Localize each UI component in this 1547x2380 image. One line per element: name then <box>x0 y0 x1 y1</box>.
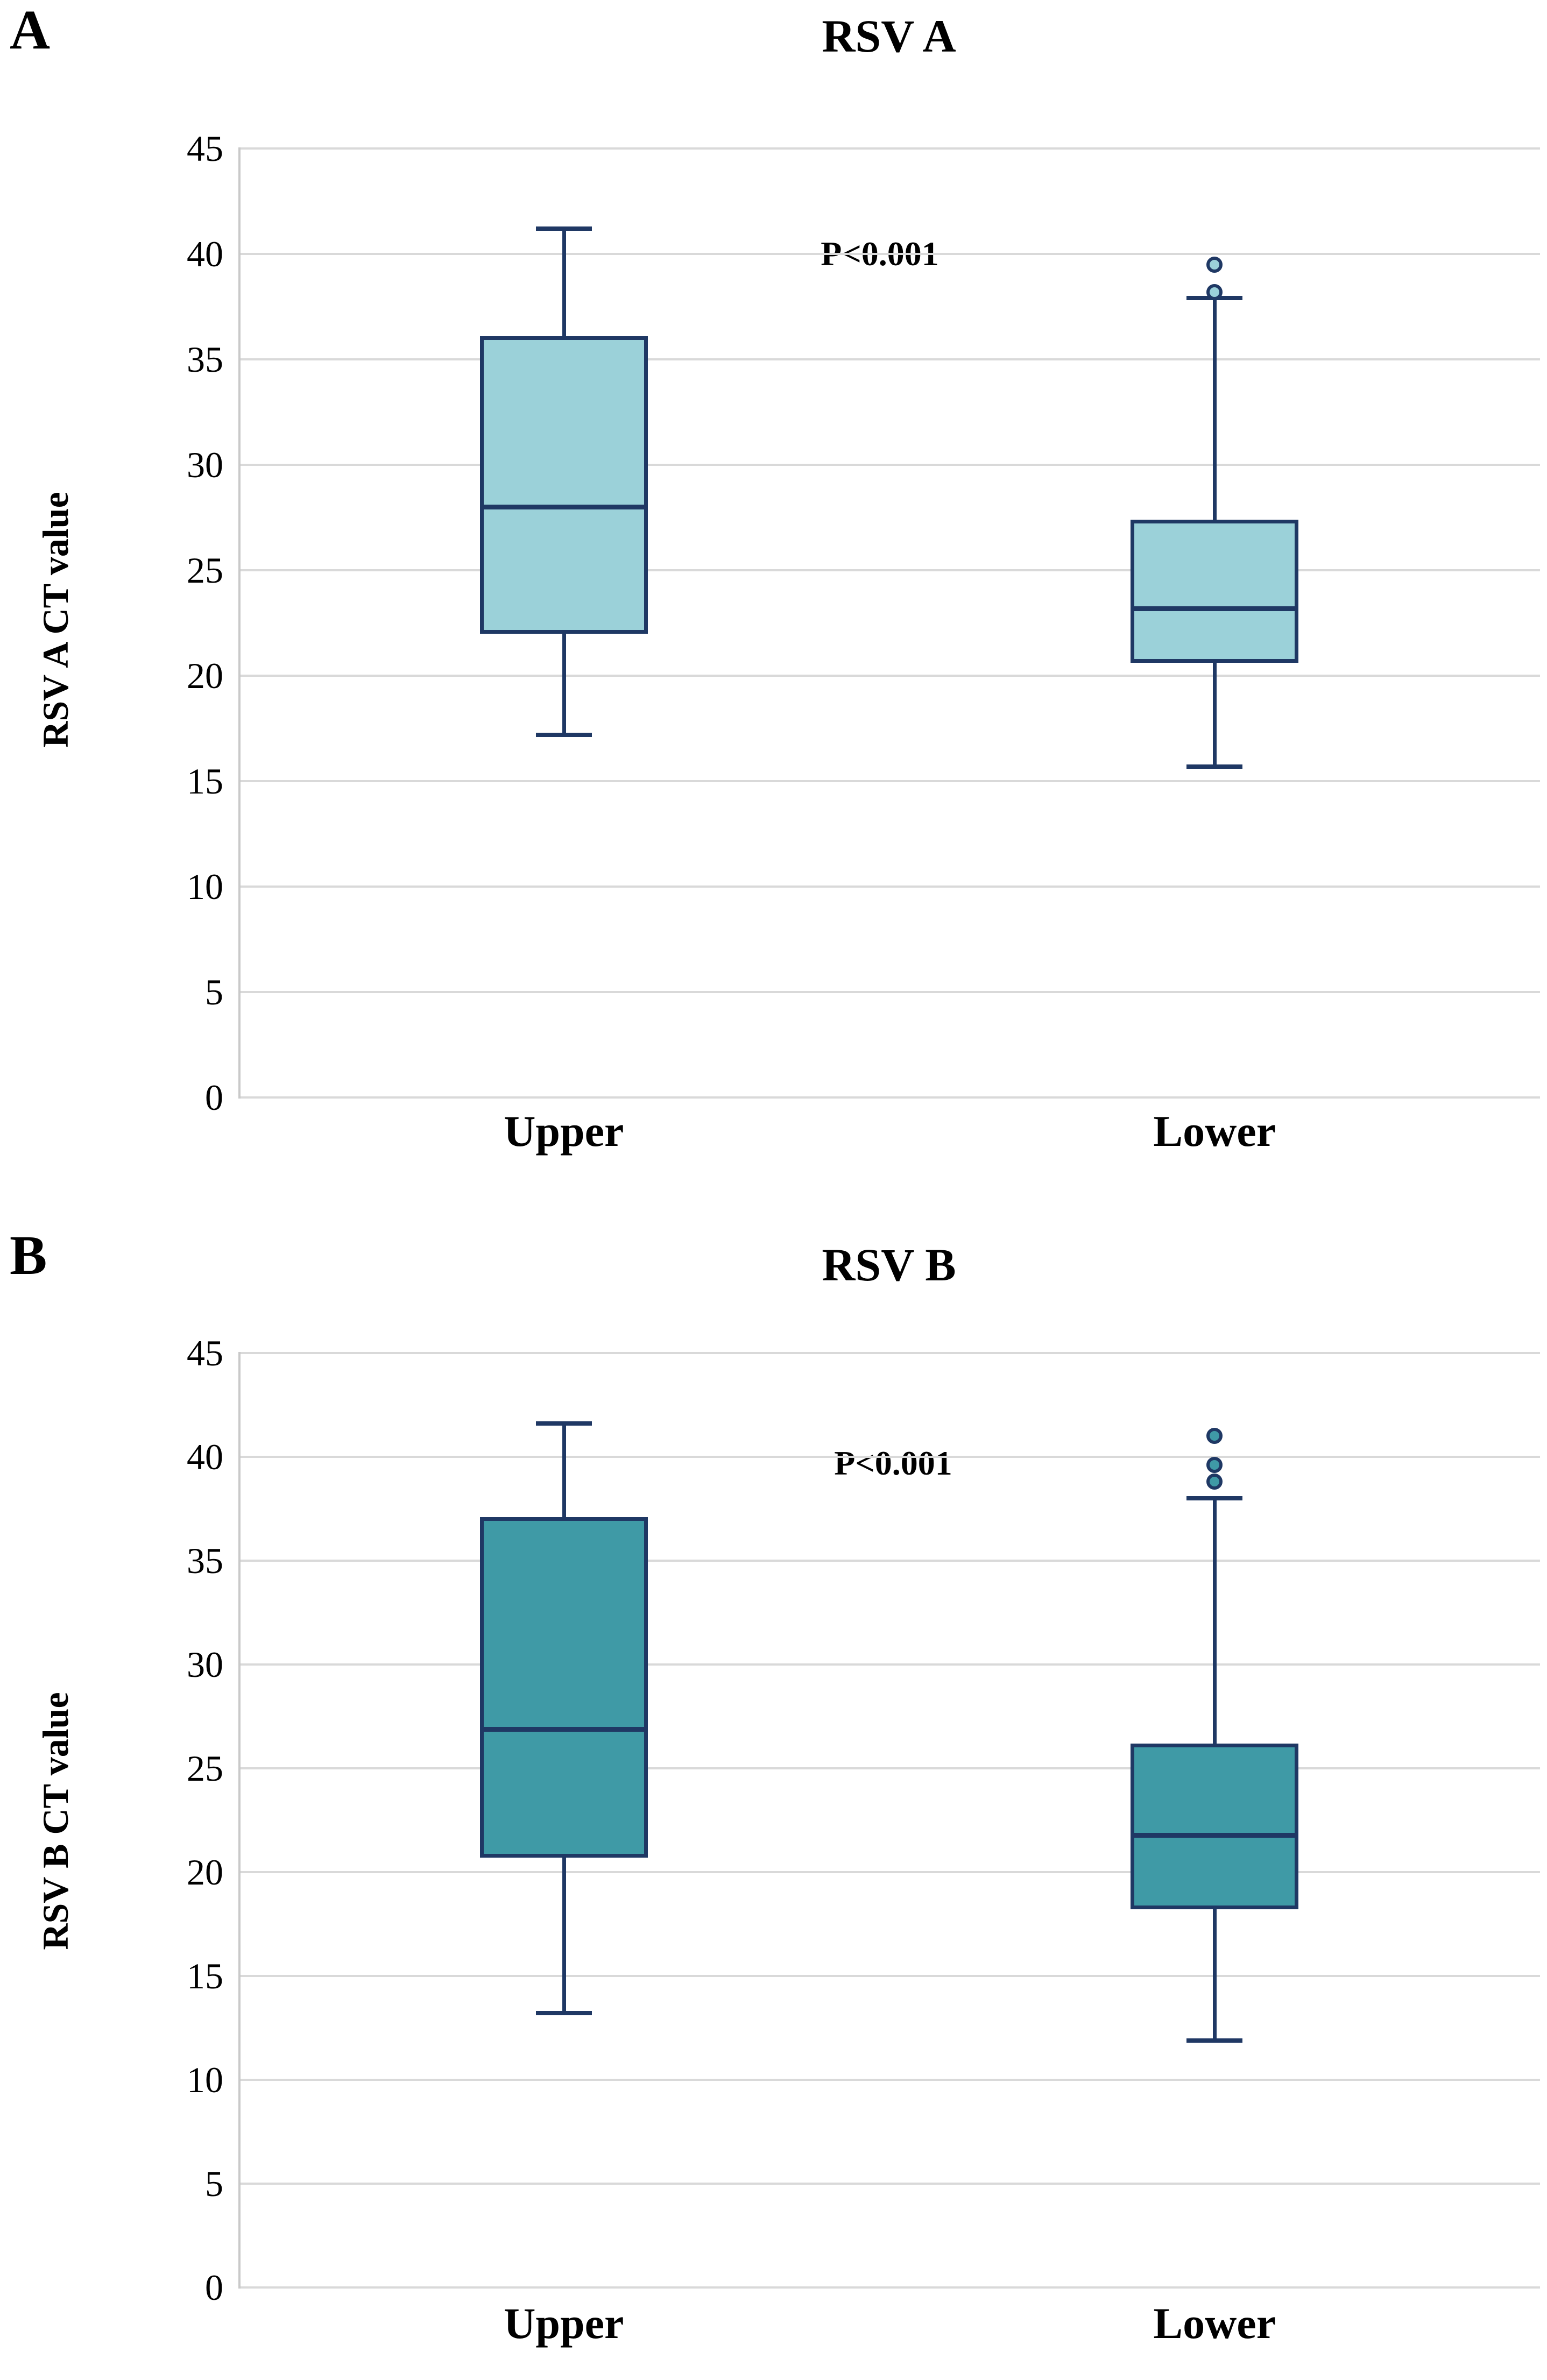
y-tick-label: 15 <box>187 1956 223 1996</box>
whisker-cap <box>1186 2038 1243 2043</box>
whisker-line <box>1213 298 1217 520</box>
outlier-dot <box>1206 256 1223 273</box>
gridline-25 <box>238 1767 1540 1769</box>
y-tick-label: 45 <box>187 1333 223 1373</box>
gridline-0 <box>238 1096 1540 1099</box>
gridline-35 <box>238 1560 1540 1562</box>
x-category-label: Lower <box>1153 1107 1276 1156</box>
gridline-40 <box>238 253 1540 255</box>
gridline-45 <box>238 1352 1540 1354</box>
y-tick-label: 35 <box>187 1540 223 1581</box>
median-line <box>479 1726 648 1732</box>
gridline-5 <box>238 2183 1540 2185</box>
y-tick-label: 20 <box>187 1852 223 1893</box>
box-lower <box>1131 519 1299 663</box>
panel-a-y-axis-title: RSV A CT value <box>35 492 76 748</box>
panel-b-p-value: P<0.001 <box>834 1444 952 1482</box>
median-line <box>1131 606 1299 611</box>
y-tick-label: 0 <box>205 1077 223 1118</box>
gridline-30 <box>238 1663 1540 1666</box>
whisker-cap <box>535 732 592 737</box>
whisker-line <box>562 228 566 336</box>
gridline-20 <box>238 675 1540 677</box>
y-tick-label: 10 <box>187 2059 223 2100</box>
outlier-dot <box>1206 284 1223 300</box>
y-tick-label: 30 <box>187 1644 223 1685</box>
whisker-cap <box>535 2011 592 2016</box>
panel-b-y-axis-title: RSV B CT value <box>35 1692 76 1950</box>
box-lower <box>1131 1743 1299 1910</box>
x-category-label: Upper <box>504 2299 624 2348</box>
box-upper <box>479 1517 648 1858</box>
outlier-dot <box>1206 1457 1223 1474</box>
y-tick-label: 45 <box>187 128 223 169</box>
whisker-line <box>1213 663 1217 767</box>
outlier-dot <box>1206 1474 1223 1490</box>
y-tick-label: 40 <box>187 1436 223 1477</box>
y-tick-label: 20 <box>187 655 223 696</box>
whisker-cap <box>535 1421 592 1426</box>
y-tick-label: 30 <box>187 444 223 485</box>
gridline-0 <box>238 2286 1540 2289</box>
x-category-label: Lower <box>1153 2299 1276 2348</box>
panel-b-letter: B <box>10 1224 47 1286</box>
y-tick-label: 40 <box>187 233 223 274</box>
median-line <box>479 505 648 510</box>
box-upper <box>479 336 648 634</box>
whisker-cap <box>1186 1496 1243 1501</box>
y-axis-line <box>238 147 241 1099</box>
gridline-40 <box>238 1456 1540 1458</box>
whisker-line <box>562 1857 566 2014</box>
gridline-35 <box>238 358 1540 360</box>
gridline-10 <box>238 2079 1540 2081</box>
gridline-20 <box>238 1871 1540 1873</box>
outlier-dot <box>1206 1428 1223 1444</box>
y-axis-line <box>238 1352 241 2289</box>
y-tick-label: 10 <box>187 866 223 907</box>
y-tick-label: 35 <box>187 339 223 380</box>
whisker-line <box>562 633 566 735</box>
whisker-line <box>562 1423 566 1517</box>
x-category-label: Upper <box>504 1107 624 1156</box>
y-tick-label: 5 <box>205 972 223 1012</box>
y-tick-label: 0 <box>205 2267 223 2308</box>
y-tick-label: 5 <box>205 2163 223 2204</box>
y-tick-label: 25 <box>187 1748 223 1789</box>
y-tick-label: 15 <box>187 761 223 802</box>
median-line <box>1131 1832 1299 1838</box>
gridline-15 <box>238 780 1540 782</box>
panel-b-title: RSV B <box>822 1239 956 1291</box>
gridline-25 <box>238 569 1540 571</box>
y-tick-label: 25 <box>187 550 223 591</box>
gridline-10 <box>238 886 1540 888</box>
panel-a-letter: A <box>10 0 51 61</box>
whisker-cap <box>535 226 592 231</box>
gridline-5 <box>238 991 1540 993</box>
whisker-cap <box>1186 764 1243 769</box>
gridline-45 <box>238 147 1540 150</box>
whisker-line <box>1213 1498 1217 1744</box>
panel-a-title: RSV A <box>822 10 956 62</box>
gridline-15 <box>238 1975 1540 1977</box>
whisker-line <box>1213 1909 1217 2041</box>
gridline-30 <box>238 464 1540 466</box>
